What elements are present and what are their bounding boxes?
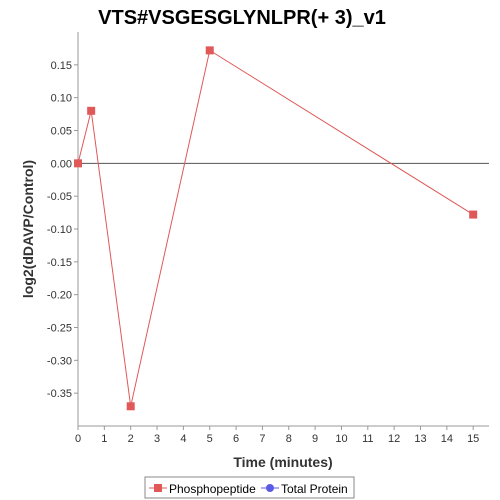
y-tick-label: 0.00 xyxy=(51,158,72,170)
y-tick-label: -0.35 xyxy=(47,388,72,400)
y-tick-label: -0.25 xyxy=(47,323,72,335)
y-axis-label: log2(dDAVP/Control) xyxy=(20,160,36,298)
x-tick-label: 14 xyxy=(441,433,453,445)
y-tick-label: 0.10 xyxy=(51,93,72,105)
x-tick-label: 2 xyxy=(128,433,134,445)
y-tick-label: -0.20 xyxy=(47,290,72,302)
x-tick-label: 0 xyxy=(75,433,81,445)
data-point-phosphopeptide xyxy=(74,159,82,168)
x-tick-label: 11 xyxy=(362,433,373,445)
x-axis-label: Time (minutes) xyxy=(233,454,332,470)
x-tick-label: 9 xyxy=(312,433,318,445)
series-layer xyxy=(74,46,478,411)
y-tick-label: -0.10 xyxy=(47,224,72,236)
x-tick-label: 3 xyxy=(154,433,160,445)
y-tick-label: -0.05 xyxy=(47,191,72,203)
data-point-phosphopeptide xyxy=(87,106,96,115)
x-tick-label: 6 xyxy=(233,433,239,445)
y-tick-label: -0.30 xyxy=(47,355,72,367)
x-tick-label: 8 xyxy=(286,433,292,445)
legend-label-total-protein: Total Protein xyxy=(281,482,348,496)
x-axis-ticks: 0 1 2 3 4 5 6 7 8 9 10 11 12 13 14 15 xyxy=(75,426,479,445)
x-tick-label: 15 xyxy=(467,433,479,445)
x-tick-label: 5 xyxy=(207,433,213,445)
x-tick-label: 10 xyxy=(335,433,347,445)
data-point-phosphopeptide xyxy=(205,46,214,55)
x-tick-label: 12 xyxy=(388,433,400,445)
legend-marker-total-protein xyxy=(266,484,274,492)
y-tick-label: 0.15 xyxy=(51,60,72,72)
y-tick-label: -0.15 xyxy=(47,257,72,269)
legend-box xyxy=(144,476,355,499)
y-tick-label: 0.05 xyxy=(51,126,72,138)
data-point-phosphopeptide xyxy=(126,402,135,411)
x-tick-label: 7 xyxy=(259,433,265,445)
legend: Phosphopeptide Total Protein xyxy=(144,476,355,499)
chart-title: VTS#VSGESGLYNLPR(+ 3)_v1 xyxy=(98,7,386,29)
x-tick-label: 4 xyxy=(180,433,186,445)
data-point-phosphopeptide xyxy=(469,210,478,219)
plot-area xyxy=(78,32,489,426)
y-axis-ticks: 0.15 0.10 0.05 0.00 -0.05 -0.10 -0.15 -0.20 -0.2… xyxy=(47,60,78,400)
x-tick-label: 1 xyxy=(101,433,107,445)
x-tick-label: 13 xyxy=(414,433,426,445)
legend-marker-phosphopeptide xyxy=(154,484,162,492)
legend-label-phosphopeptide: Phosphopeptide xyxy=(169,482,256,496)
